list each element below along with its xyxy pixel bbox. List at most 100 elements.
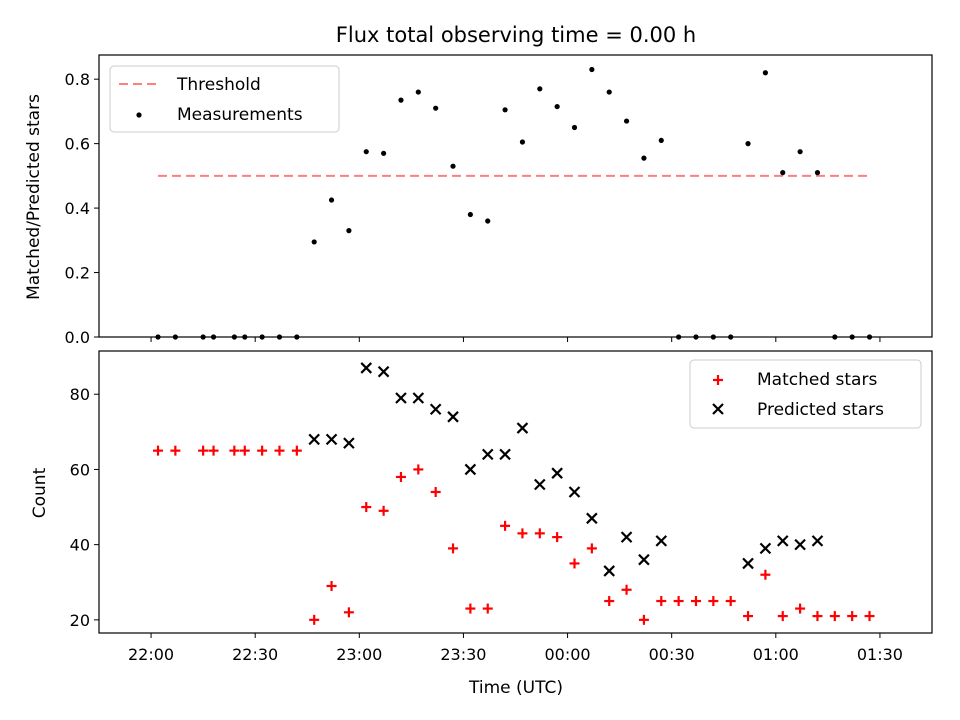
predicted-star-marker [308, 433, 320, 446]
matched-star-marker [291, 445, 302, 456]
predicted-star-marker [794, 538, 806, 551]
bottom-axis-ticks: 20 40 60 80 22:00 22:30 23:00 23:30 00:00 00:30 01… [70, 385, 903, 664]
x-tick-label: 00:00 [545, 645, 591, 664]
measurement-point [762, 70, 769, 76]
predicted-star-marker [360, 362, 373, 374]
bottom-y-tick-label: 40 [70, 536, 90, 555]
top-y-axis-label: Matched/Predicted stars [24, 94, 44, 300]
top-axis-ticks: 0.0 0.2 0.4 0.6 0.8 [65, 70, 881, 347]
predicted-star-marker [464, 463, 477, 476]
matched-star-marker [170, 445, 181, 456]
predicted-star-marker [759, 542, 772, 555]
measurement-point [502, 107, 508, 113]
legend-measurements-label: Measurements [177, 105, 303, 125]
bottom-legend: Matched stars Predicted stars [689, 359, 922, 429]
predicted-star-marker [516, 422, 529, 434]
measurement-point [467, 211, 473, 218]
measurement-point [398, 97, 404, 103]
top-y-tick-label: 0.0 [65, 328, 90, 347]
top-panel: Flux total observing time = 0.00 h Match… [24, 23, 933, 347]
measurement-point [745, 141, 751, 147]
x-tick-label: 01:30 [857, 645, 903, 664]
top-y-tick-label: 0.6 [65, 135, 90, 154]
measurement-point [623, 118, 630, 124]
matched-star-marker [569, 558, 580, 569]
matched-star-marker [274, 445, 285, 456]
predicted-star-marker [568, 486, 581, 498]
matched-star-marker [656, 596, 667, 607]
top-legend-box [109, 65, 340, 133]
legend-threshold-label: Threshold [176, 75, 261, 95]
top-axes-frame [98, 54, 933, 338]
predicted-star-marker [620, 531, 633, 543]
x-tick-label: 00:30 [649, 645, 695, 664]
x-axis-label: Time (UTC) [468, 678, 563, 698]
top-y-tick-label: 0.8 [65, 70, 90, 89]
matched-star-marker [239, 445, 250, 456]
predicted-star-marker [412, 392, 425, 404]
measurement-point [415, 89, 421, 95]
predicted-star-marker [429, 403, 442, 416]
bottom-y-tick-label: 80 [70, 385, 90, 404]
bottom-y-axis-label: Count [30, 467, 50, 518]
matched-star-marker [638, 614, 649, 625]
matched-star-marker [500, 520, 511, 531]
legend-measurements-swatch [136, 112, 142, 118]
matched-star-marker [829, 611, 840, 622]
matched-star-marker [482, 603, 493, 614]
measurement-point [571, 124, 578, 131]
measurement-point [450, 163, 456, 169]
measurement-point [381, 150, 387, 156]
measurement-point [363, 149, 369, 155]
predicted-star-marker [343, 437, 355, 449]
measurement-point [433, 105, 439, 111]
matched-star-marker [552, 532, 563, 543]
matched-star-marker [777, 611, 788, 622]
matched-stars-points [153, 445, 875, 625]
matched-star-marker [448, 543, 459, 554]
measurement-point [537, 86, 543, 92]
legend-predicted-label: Predicted stars [757, 400, 884, 420]
measurement-point [814, 170, 821, 176]
measurement-point [797, 149, 803, 155]
predicted-star-marker [586, 512, 598, 525]
legend-predicted-swatch [712, 403, 724, 415]
measurement-point [328, 197, 335, 203]
matched-star-marker [534, 528, 545, 539]
matched-star-marker [517, 528, 528, 539]
predicted-star-marker [395, 392, 407, 404]
measurement-point [554, 103, 560, 110]
matched-star-marker [413, 464, 424, 475]
predicted-star-marker [377, 365, 390, 378]
matched-star-marker [812, 611, 823, 622]
chart-title: Flux total observing time = 0.00 h [336, 23, 696, 47]
predicted-star-marker [776, 535, 789, 547]
top-legend: Threshold Measurements [109, 65, 340, 133]
matched-star-marker [743, 611, 754, 622]
predicted-star-marker [447, 411, 459, 423]
measurement-point [346, 228, 352, 234]
matched-star-marker [257, 445, 268, 456]
matched-star-marker [847, 611, 858, 622]
predicted-star-marker [603, 565, 615, 577]
matched-star-marker [430, 487, 441, 497]
predicted-star-marker [638, 553, 650, 566]
matched-star-marker [621, 584, 632, 595]
matched-star-marker [673, 596, 684, 607]
top-y-tick-label: 0.2 [65, 264, 90, 283]
x-tick-label: 22:30 [232, 645, 278, 664]
predicted-star-marker [481, 448, 494, 461]
predicted-star-marker [325, 433, 338, 446]
matched-star-marker [208, 445, 219, 456]
bottom-legend-box [689, 359, 922, 429]
matched-star-marker [361, 502, 372, 513]
predicted-star-marker [534, 478, 546, 491]
matched-star-marker [153, 445, 164, 456]
matched-star-marker [395, 471, 406, 482]
matched-star-marker [795, 603, 806, 614]
matched-star-marker [690, 596, 701, 607]
measurement-point [641, 155, 647, 161]
x-tick-label: 01:00 [753, 645, 799, 664]
predicted-star-marker [655, 535, 668, 547]
matched-star-marker [465, 603, 476, 614]
